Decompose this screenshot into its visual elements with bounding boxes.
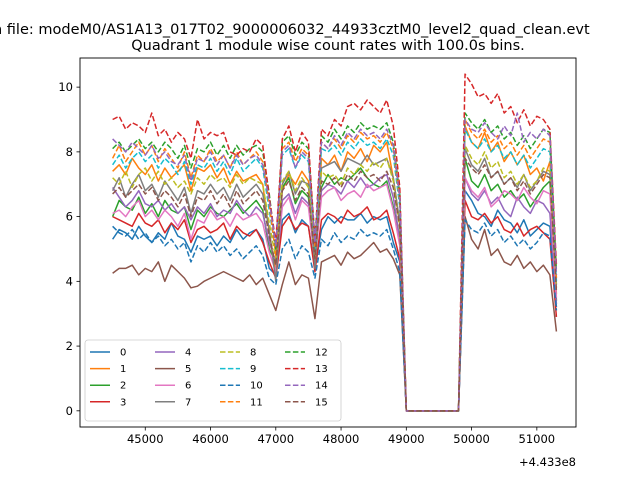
y-tick-label: 0 [66, 404, 73, 418]
axes-frame [79, 57, 577, 428]
figure-suptitle: n file: modeM0/AS1A13_017T02_9000006032_… [0, 22, 590, 38]
legend-label-11: 11 [250, 397, 263, 408]
y-tick-label: 4 [66, 274, 73, 288]
chart-title: Quadrant 1 module wise count rates with … [131, 38, 525, 54]
legend-label-7: 7 [185, 397, 191, 408]
legend-label-3: 3 [120, 397, 126, 408]
legend-label-10: 10 [250, 381, 263, 392]
legend-box [84, 339, 342, 422]
legend-label-4: 4 [185, 348, 191, 359]
y-tick-label: 6 [66, 210, 73, 224]
x-tick-label: 45000 [127, 432, 164, 446]
y-tick-label: 8 [66, 145, 73, 159]
series-line-14 [112, 112, 558, 412]
legend-label-9: 9 [250, 364, 256, 375]
x-tick-label: 46000 [192, 432, 229, 446]
x-axis-offset-label: +4.433e8 [519, 455, 576, 469]
legend-label-8: 8 [250, 348, 256, 359]
legend-label-6: 6 [185, 381, 191, 392]
x-axis-ticks: 45000 46000 47000 48000 49000 50000 51000 [127, 427, 555, 446]
legend-label-2: 2 [120, 381, 126, 392]
legend-label-5: 5 [185, 364, 191, 375]
legend-label-14: 14 [315, 381, 328, 392]
y-axis-ticks: 0 2 4 6 8 10 [58, 80, 80, 418]
x-tick-label: 51000 [519, 432, 556, 446]
y-tick-label: 10 [58, 80, 73, 94]
y-tick-label: 2 [66, 339, 73, 353]
plot-area [111, 73, 558, 412]
legend-label-0: 0 [120, 348, 126, 359]
x-tick-label: 47000 [257, 432, 294, 446]
legend-label-15: 15 [315, 397, 328, 408]
legend-label-13: 13 [315, 364, 328, 375]
x-tick-label: 50000 [453, 432, 490, 446]
x-tick-label: 49000 [388, 432, 425, 446]
series-line-3 [112, 199, 558, 412]
series-line-15 [112, 157, 558, 412]
series-line-5 [112, 215, 558, 412]
legend-label-12: 12 [315, 348, 328, 359]
series-layer [111, 73, 558, 412]
legend-label-1: 1 [120, 364, 126, 375]
series-line-10 [112, 219, 558, 412]
x-tick-label: 48000 [323, 432, 360, 446]
